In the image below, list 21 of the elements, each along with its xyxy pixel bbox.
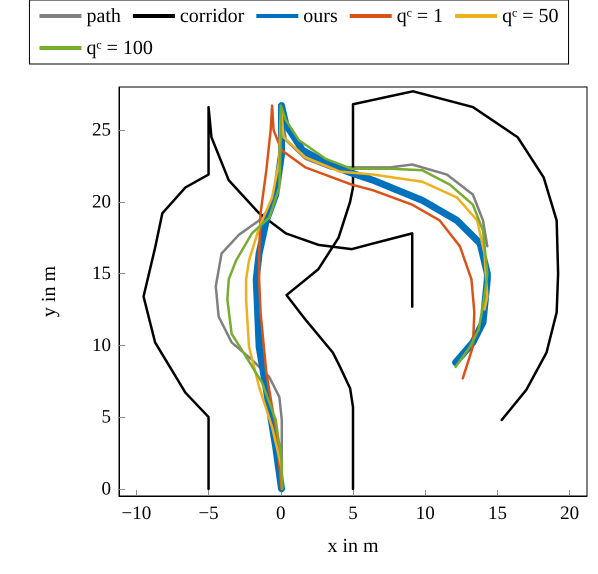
legend-label: qᶜ = 100 [86,37,153,59]
y-tick-label: 20 [92,191,111,212]
y-tick-label: 10 [92,334,111,356]
x-tick-label: 10 [416,503,435,524]
legend-label: ours [303,5,338,27]
y-tick-label: 5 [102,406,111,428]
x-tick-label: 15 [488,503,507,524]
y-tick-label: 15 [92,263,111,284]
y-tick-label: 0 [102,478,111,500]
legend-label: qᶜ = 1 [396,5,444,27]
x-tick-label: −5 [198,503,219,524]
legend-label: path [86,5,121,27]
x-tick-label: 0 [276,503,286,524]
x-tick-label: 5 [348,503,358,524]
x-tick-label: −10 [121,503,152,524]
legend-label: qᶜ = 50 [502,5,559,27]
y-tick-label: 25 [92,120,111,141]
x-tick-label: 20 [560,503,580,524]
legend-label: corridor [180,5,245,27]
y-axis-title: y in m [38,266,60,318]
x-axis-title: x in m [327,535,379,557]
